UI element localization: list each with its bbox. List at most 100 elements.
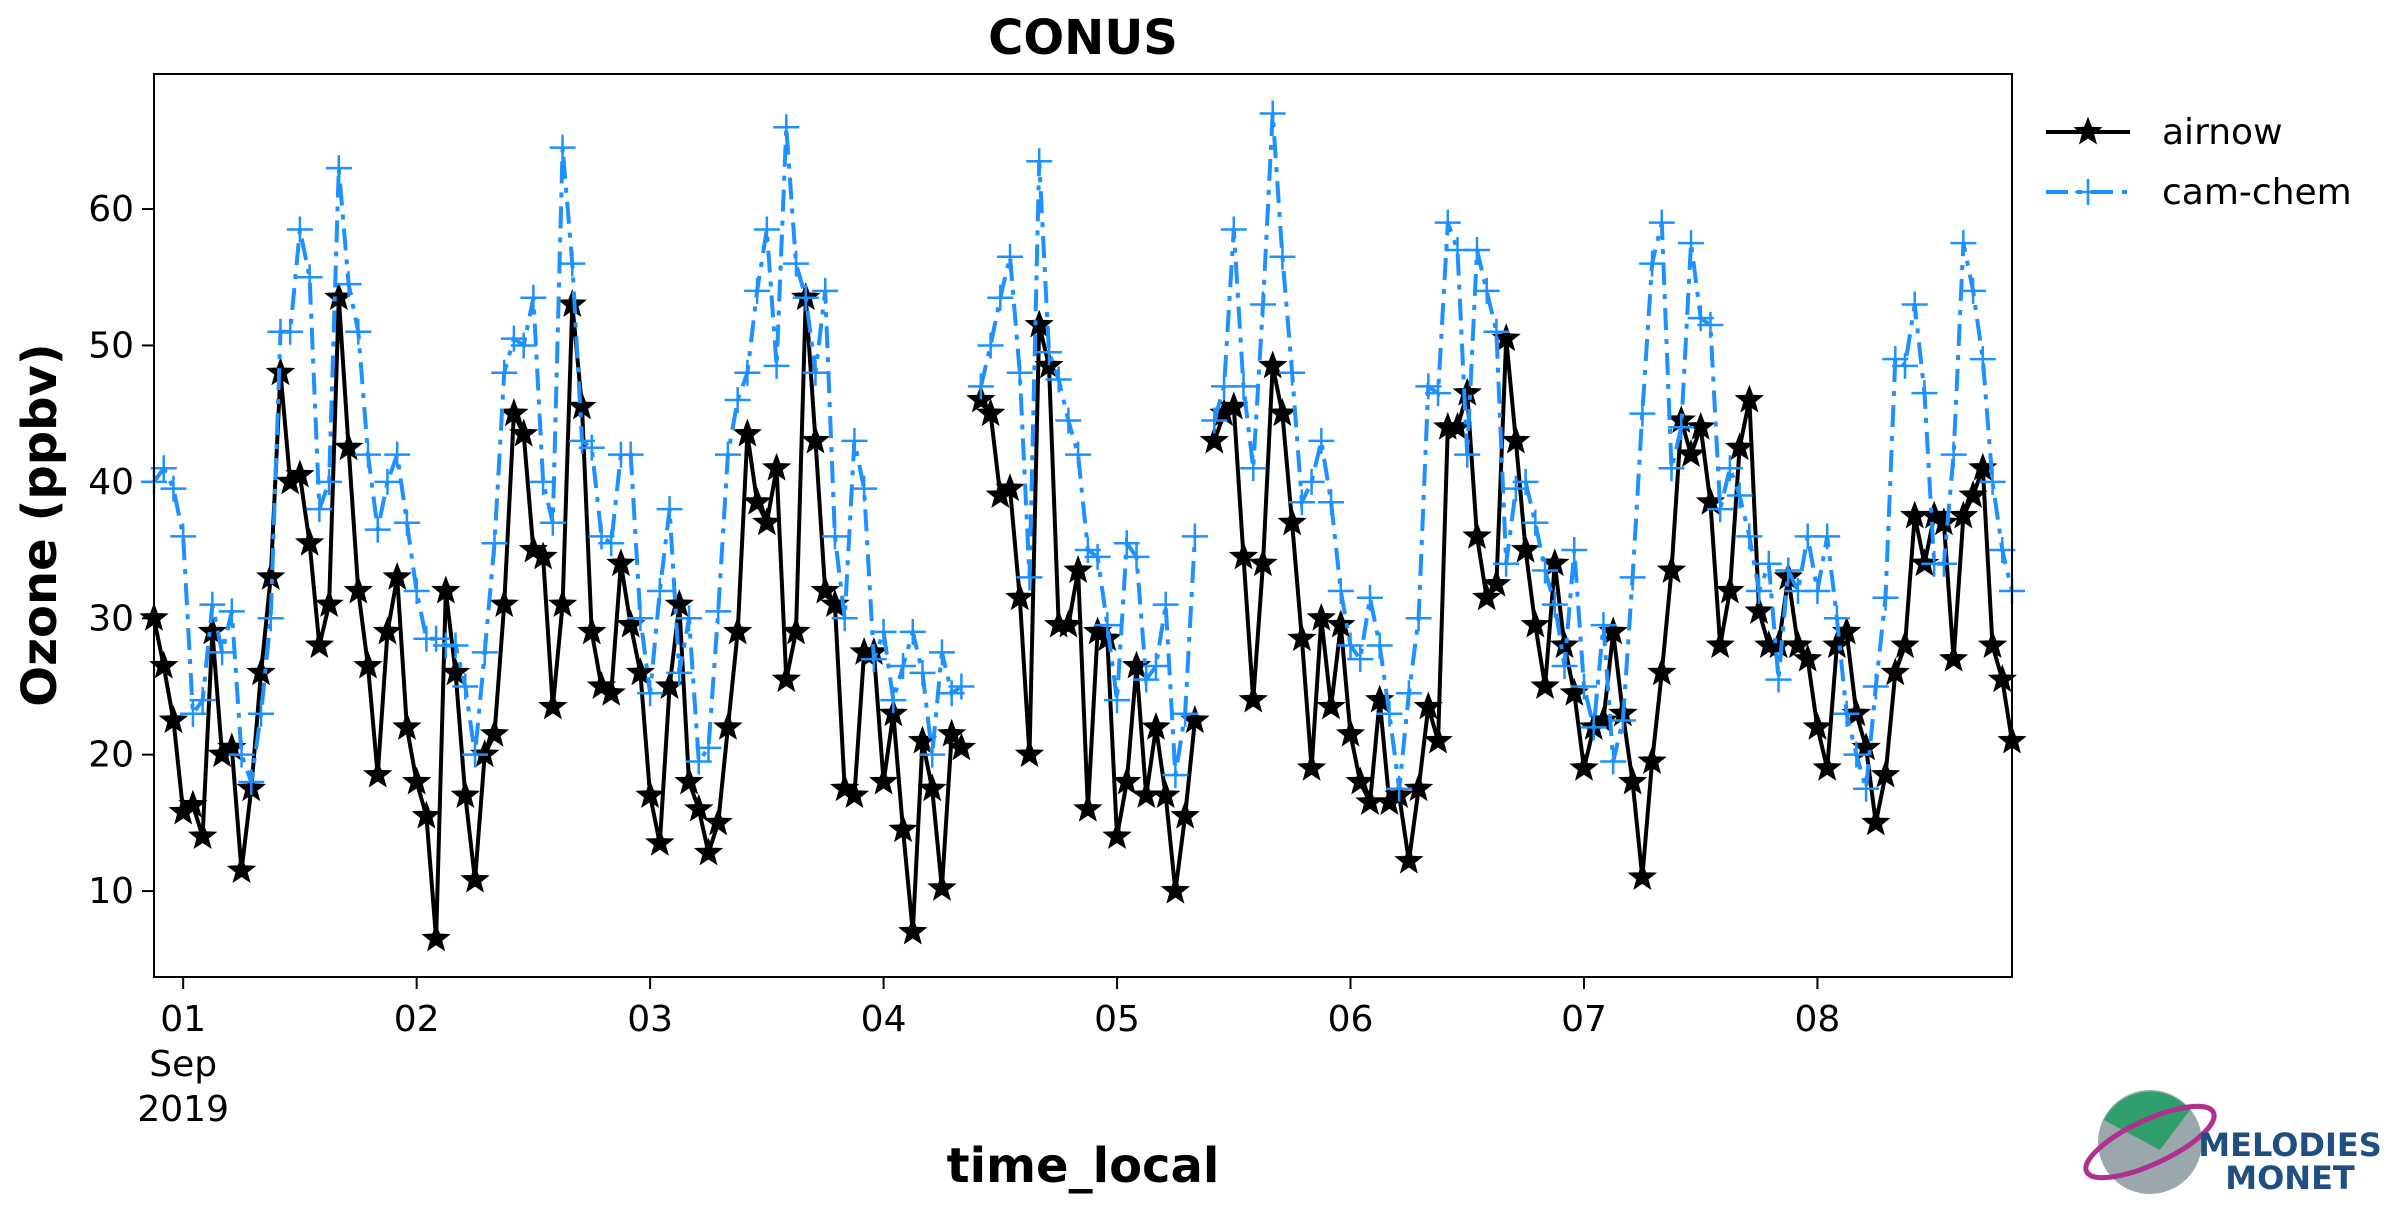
- marker-star: [1880, 657, 1910, 686]
- marker-plus: [1454, 441, 1481, 468]
- marker-star: [1627, 861, 1658, 890]
- marker-plus: [1133, 666, 1160, 693]
- marker-plus: [656, 496, 683, 523]
- marker-plus: [1561, 537, 1588, 564]
- marker-star: [703, 807, 733, 836]
- marker-star: [1228, 541, 1259, 570]
- marker-plus: [1113, 530, 1140, 557]
- marker-plus: [442, 632, 469, 659]
- marker-plus: [1823, 605, 1850, 632]
- marker-star: [304, 630, 335, 659]
- marker-star: [1549, 630, 1580, 659]
- marker-plus: [1006, 359, 1033, 386]
- marker-star: [810, 575, 840, 604]
- marker-star: [1948, 500, 1979, 529]
- marker-star: [1501, 425, 1531, 454]
- marker-star: [1151, 780, 1181, 809]
- marker-plus: [364, 516, 391, 543]
- marker-star: [917, 773, 947, 802]
- marker-star: [1676, 439, 1706, 468]
- marker-plus: [510, 332, 537, 359]
- marker-plus: [1395, 680, 1422, 707]
- marker-star: [226, 855, 257, 884]
- marker-plus: [1600, 748, 1627, 775]
- marker-plus: [1522, 509, 1549, 536]
- marker-star: [1423, 725, 1453, 754]
- series-line: [152, 297, 2014, 939]
- marker-plus: [1473, 277, 1500, 304]
- y-tick-label: 60: [88, 189, 134, 230]
- marker-plus: [1619, 564, 1646, 591]
- y-tick-label: 40: [88, 462, 134, 503]
- marker-plus: [1356, 584, 1383, 611]
- marker-plus: [1804, 577, 1831, 604]
- marker-star: [1637, 746, 1667, 774]
- marker-star: [1870, 759, 1901, 788]
- marker-plus: [1755, 550, 1782, 577]
- marker-plus: [238, 768, 265, 795]
- marker-star: [800, 425, 831, 454]
- marker-star: [158, 705, 189, 734]
- marker-plus: [1035, 339, 1062, 366]
- marker-star: [888, 814, 918, 843]
- marker-star: [1394, 845, 1424, 874]
- marker-plus: [1862, 673, 1889, 700]
- marker-star: [411, 800, 442, 829]
- x-tick-label: 03: [627, 999, 673, 1040]
- x-tick-sublabel: 2019: [137, 1089, 229, 1130]
- marker-plus: [1434, 209, 1461, 236]
- marker-star: [732, 418, 763, 447]
- marker-star: [557, 289, 587, 318]
- marker-plus: [928, 639, 955, 666]
- marker-plus: [676, 605, 703, 632]
- marker-star: [995, 473, 1025, 502]
- marker-plus: [1055, 407, 1082, 434]
- marker-plus: [773, 114, 800, 141]
- marker-plus: [1259, 100, 1286, 127]
- marker-plus: [734, 359, 761, 386]
- marker-plus: [325, 155, 352, 182]
- marker-star: [1481, 568, 1512, 597]
- marker-star: [1686, 411, 1716, 440]
- marker-star: [1248, 548, 1278, 577]
- marker-plus: [1911, 380, 1938, 407]
- marker-star: [577, 616, 607, 645]
- marker-star: [382, 561, 412, 590]
- marker-plus: [1989, 537, 2016, 564]
- marker-star: [625, 657, 656, 686]
- marker-plus: [218, 598, 245, 625]
- marker-star: [1141, 711, 1171, 740]
- marker-plus: [763, 352, 790, 379]
- marker-plus: [860, 646, 887, 673]
- legend-label: airnow: [2162, 112, 2283, 153]
- marker-plus: [1590, 612, 1617, 639]
- marker-plus: [1240, 455, 1267, 482]
- marker-plus: [919, 741, 946, 768]
- marker-plus: [452, 673, 479, 700]
- marker-star: [1053, 609, 1084, 638]
- marker-plus: [685, 748, 712, 775]
- marker-plus: [559, 250, 586, 277]
- marker-star: [1656, 555, 1687, 583]
- marker-plus: [1269, 243, 1296, 270]
- marker-plus: [374, 468, 401, 495]
- marker-star: [664, 589, 694, 618]
- marker-plus: [1872, 584, 1899, 611]
- marker-plus: [1609, 707, 1636, 734]
- marker-plus: [1366, 632, 1393, 659]
- marker-plus: [1288, 489, 1315, 516]
- marker-star: [1793, 643, 1823, 672]
- marker-plus: [1736, 523, 1763, 550]
- marker-plus: [1969, 346, 1996, 373]
- marker-star: [1296, 752, 1327, 781]
- marker-plus: [1726, 482, 1753, 509]
- marker-plus: [286, 216, 313, 243]
- marker-star: [1510, 534, 1541, 563]
- marker-plus: [1405, 605, 1432, 632]
- marker-plus: [1580, 714, 1607, 741]
- logo: MELODIES MONET: [2083, 1090, 2382, 1197]
- marker-plus: [1493, 550, 1520, 577]
- marker-plus: [189, 687, 216, 714]
- marker-star: [431, 575, 461, 604]
